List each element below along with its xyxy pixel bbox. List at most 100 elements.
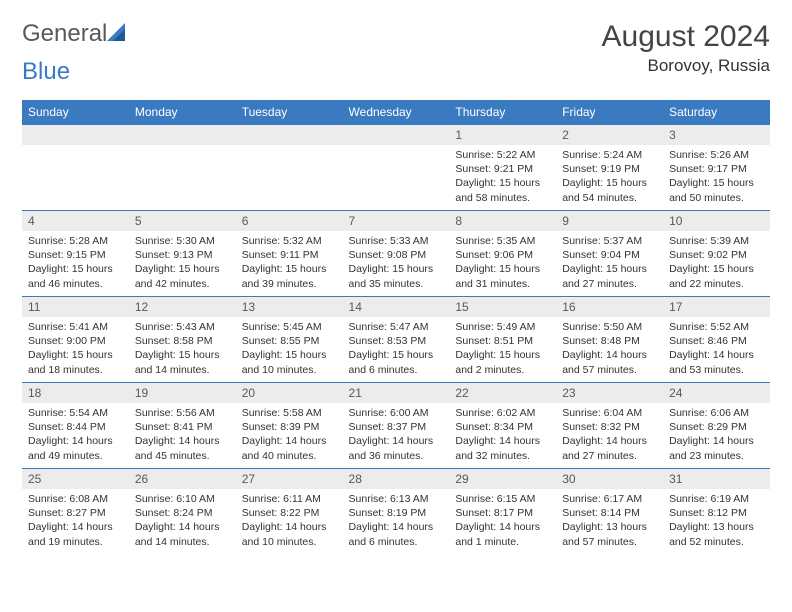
day-info: Sunrise: 6:13 AMSunset: 8:19 PMDaylight:… [343,489,450,553]
calendar-row: 1Sunrise: 5:22 AMSunset: 9:21 PMDaylight… [22,125,770,211]
day-info: Sunrise: 5:22 AMSunset: 9:21 PMDaylight:… [449,145,556,209]
day-number: 10 [663,211,770,231]
calendar-cell: 25Sunrise: 6:08 AMSunset: 8:27 PMDayligh… [22,469,129,555]
sunrise-text: Sunrise: 5:37 AM [562,234,657,248]
calendar-cell [22,125,129,211]
daylight1-text: Daylight: 14 hours [562,348,657,362]
daylight1-text: Daylight: 14 hours [242,520,337,534]
day-number: 19 [129,383,236,403]
day-number: 23 [556,383,663,403]
day-number [129,125,236,145]
day-number: 2 [556,125,663,145]
day-info: Sunrise: 6:02 AMSunset: 8:34 PMDaylight:… [449,403,556,467]
day-info: Sunrise: 5:54 AMSunset: 8:44 PMDaylight:… [22,403,129,467]
day-info: Sunrise: 6:17 AMSunset: 8:14 PMDaylight:… [556,489,663,553]
daylight1-text: Daylight: 14 hours [455,520,550,534]
daylight2-text: and 39 minutes. [242,277,337,291]
daylight1-text: Daylight: 15 hours [28,262,123,276]
page-title: August 2024 [602,20,770,54]
day-number: 20 [236,383,343,403]
daylight2-text: and 19 minutes. [28,535,123,549]
sunset-text: Sunset: 9:08 PM [349,248,444,262]
daylight2-text: and 57 minutes. [562,535,657,549]
sunset-text: Sunset: 8:41 PM [135,420,230,434]
calendar-cell: 6Sunrise: 5:32 AMSunset: 9:11 PMDaylight… [236,211,343,297]
daylight2-text: and 2 minutes. [455,363,550,377]
daylight1-text: Daylight: 15 hours [669,262,764,276]
day-number: 26 [129,469,236,489]
sunset-text: Sunset: 8:34 PM [455,420,550,434]
calendar-cell: 21Sunrise: 6:00 AMSunset: 8:37 PMDayligh… [343,383,450,469]
sunrise-text: Sunrise: 5:43 AM [135,320,230,334]
sunrise-text: Sunrise: 6:10 AM [135,492,230,506]
calendar-cell: 9Sunrise: 5:37 AMSunset: 9:04 PMDaylight… [556,211,663,297]
daylight2-text: and 6 minutes. [349,535,444,549]
calendar-cell: 7Sunrise: 5:33 AMSunset: 9:08 PMDaylight… [343,211,450,297]
weekday-header: Wednesday [343,100,450,125]
calendar-cell: 3Sunrise: 5:26 AMSunset: 9:17 PMDaylight… [663,125,770,211]
sunset-text: Sunset: 8:39 PM [242,420,337,434]
weekday-header-row: Sunday Monday Tuesday Wednesday Thursday… [22,100,770,125]
day-info: Sunrise: 5:37 AMSunset: 9:04 PMDaylight:… [556,231,663,295]
daylight2-text: and 31 minutes. [455,277,550,291]
daylight2-text: and 50 minutes. [669,191,764,205]
day-info: Sunrise: 6:10 AMSunset: 8:24 PMDaylight:… [129,489,236,553]
sunset-text: Sunset: 8:32 PM [562,420,657,434]
calendar-cell [129,125,236,211]
day-number: 30 [556,469,663,489]
day-info: Sunrise: 5:39 AMSunset: 9:02 PMDaylight:… [663,231,770,295]
calendar-cell: 2Sunrise: 5:24 AMSunset: 9:19 PMDaylight… [556,125,663,211]
daylight2-text: and 10 minutes. [242,535,337,549]
daylight1-text: Daylight: 14 hours [455,434,550,448]
day-number: 4 [22,211,129,231]
sunset-text: Sunset: 9:15 PM [28,248,123,262]
sunrise-text: Sunrise: 5:28 AM [28,234,123,248]
day-info: Sunrise: 6:19 AMSunset: 8:12 PMDaylight:… [663,489,770,553]
sunrise-text: Sunrise: 5:32 AM [242,234,337,248]
day-info: Sunrise: 5:43 AMSunset: 8:58 PMDaylight:… [129,317,236,381]
calendar-cell [236,125,343,211]
weekday-header: Saturday [663,100,770,125]
day-number: 24 [663,383,770,403]
day-number: 29 [449,469,556,489]
daylight1-text: Daylight: 14 hours [28,520,123,534]
calendar-cell: 8Sunrise: 5:35 AMSunset: 9:06 PMDaylight… [449,211,556,297]
day-info: Sunrise: 5:56 AMSunset: 8:41 PMDaylight:… [129,403,236,467]
sunrise-text: Sunrise: 6:00 AM [349,406,444,420]
daylight1-text: Daylight: 15 hours [455,262,550,276]
day-info: Sunrise: 5:33 AMSunset: 9:08 PMDaylight:… [343,231,450,295]
day-number: 14 [343,297,450,317]
day-number: 11 [22,297,129,317]
daylight2-text: and 54 minutes. [562,191,657,205]
day-info: Sunrise: 5:30 AMSunset: 9:13 PMDaylight:… [129,231,236,295]
calendar-cell: 17Sunrise: 5:52 AMSunset: 8:46 PMDayligh… [663,297,770,383]
sunset-text: Sunset: 8:17 PM [455,506,550,520]
sunset-text: Sunset: 8:24 PM [135,506,230,520]
daylight1-text: Daylight: 15 hours [349,348,444,362]
daylight2-text: and 6 minutes. [349,363,444,377]
daylight2-text: and 10 minutes. [242,363,337,377]
sunset-text: Sunset: 8:37 PM [349,420,444,434]
calendar-row: 4Sunrise: 5:28 AMSunset: 9:15 PMDaylight… [22,211,770,297]
daylight1-text: Daylight: 14 hours [135,434,230,448]
day-number: 12 [129,297,236,317]
weekday-header: Sunday [22,100,129,125]
calendar-cell: 13Sunrise: 5:45 AMSunset: 8:55 PMDayligh… [236,297,343,383]
daylight2-text: and 1 minute. [455,535,550,549]
calendar-cell: 29Sunrise: 6:15 AMSunset: 8:17 PMDayligh… [449,469,556,555]
sunrise-text: Sunrise: 6:02 AM [455,406,550,420]
calendar-cell: 14Sunrise: 5:47 AMSunset: 8:53 PMDayligh… [343,297,450,383]
calendar-cell: 27Sunrise: 6:11 AMSunset: 8:22 PMDayligh… [236,469,343,555]
sunrise-text: Sunrise: 5:22 AM [455,148,550,162]
day-info: Sunrise: 5:41 AMSunset: 9:00 PMDaylight:… [22,317,129,381]
sunrise-text: Sunrise: 5:58 AM [242,406,337,420]
day-info: Sunrise: 5:32 AMSunset: 9:11 PMDaylight:… [236,231,343,295]
day-info: Sunrise: 6:00 AMSunset: 8:37 PMDaylight:… [343,403,450,467]
day-number [22,125,129,145]
day-info: Sunrise: 5:47 AMSunset: 8:53 PMDaylight:… [343,317,450,381]
daylight1-text: Daylight: 14 hours [135,520,230,534]
day-number: 13 [236,297,343,317]
daylight1-text: Daylight: 15 hours [349,262,444,276]
day-number: 6 [236,211,343,231]
sunrise-text: Sunrise: 5:47 AM [349,320,444,334]
